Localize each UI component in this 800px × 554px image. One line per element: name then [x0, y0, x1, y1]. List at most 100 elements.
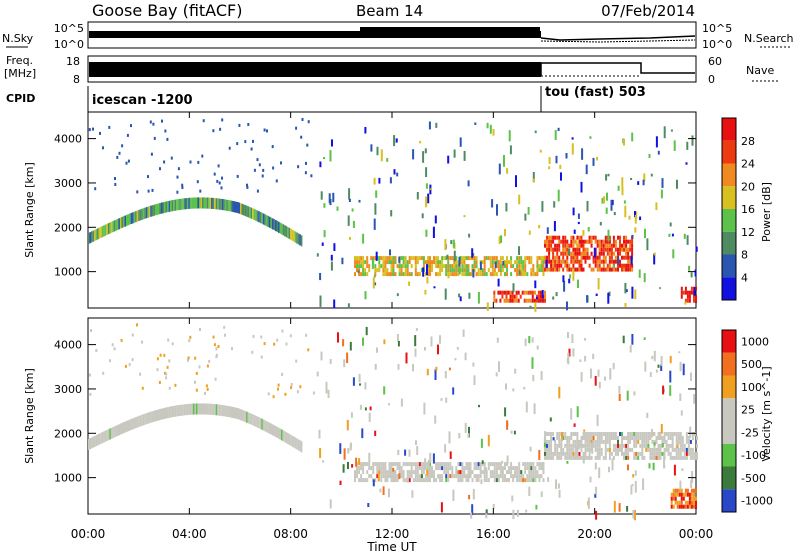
heat-cell [250, 413, 253, 425]
heat-cell [491, 268, 494, 273]
heat-cell [247, 412, 250, 424]
heat-cell [570, 239, 573, 244]
heat-cell [392, 260, 395, 265]
heat-cell [679, 451, 682, 456]
heat-cell [672, 504, 675, 509]
heat-cell [94, 187, 97, 191]
heat-cell [416, 462, 419, 467]
heat-cell [691, 436, 694, 440]
heat-cell [690, 504, 693, 509]
heat-cell [679, 443, 682, 448]
heat-cell [485, 509, 488, 514]
heat-cell [253, 168, 256, 172]
heat-cell [227, 406, 230, 418]
heat-cell [580, 443, 583, 448]
heat-cell [410, 264, 413, 269]
heat-cell [352, 377, 355, 386]
heat-cell [562, 259, 565, 264]
heat-cell [539, 294, 542, 299]
heat-cell [481, 260, 484, 265]
heat-cell [368, 452, 371, 463]
heat-cell [522, 478, 525, 483]
heat-cell [330, 261, 333, 271]
heat-cell [594, 239, 597, 244]
heat-cell [540, 260, 543, 265]
heat-cell [394, 470, 397, 475]
heat-cell [528, 470, 531, 475]
heat-cell [250, 147, 253, 151]
heat-cell [534, 478, 537, 483]
heat-cell [537, 294, 540, 299]
heat-cell [426, 276, 429, 284]
heat-cell [431, 470, 433, 475]
heat-cell [467, 470, 470, 475]
heat-cell [556, 451, 559, 456]
heat-cell [695, 504, 697, 509]
heat-cell [300, 235, 303, 247]
heat-cell [165, 407, 168, 419]
heat-cell [162, 408, 165, 420]
heat-cell [400, 466, 403, 471]
heat-cell [457, 272, 460, 277]
heat-cell [564, 239, 567, 244]
heat-cell [177, 167, 180, 171]
heat-cell [229, 406, 231, 418]
heat-cell [544, 298, 546, 303]
heat-cell [433, 260, 435, 265]
heat-cell [627, 432, 630, 436]
heat-cell [299, 234, 301, 246]
colorbar-tick-label: -100 [741, 449, 766, 462]
heat-cell [546, 235, 548, 240]
heat-cell [483, 478, 486, 483]
heat-cell [572, 432, 575, 436]
heat-cell [431, 264, 433, 269]
heat-cell [356, 470, 358, 475]
heat-cell [112, 427, 114, 439]
heat-cell [358, 256, 361, 261]
heat-cell [472, 362, 475, 367]
heat-cell [189, 160, 192, 164]
heat-cell [608, 243, 611, 248]
heat-cell [659, 451, 662, 456]
heat-cell [630, 255, 633, 265]
heat-cell [408, 449, 411, 457]
heat-cell [688, 492, 691, 497]
heat-cell [685, 432, 688, 436]
heat-cell [574, 247, 577, 252]
heat-cell [596, 443, 599, 448]
heat-cell [459, 462, 462, 467]
heat-cell [681, 468, 684, 471]
heat-cell [554, 263, 557, 268]
heat-cell [89, 392, 92, 396]
heat-cell [584, 355, 587, 362]
heat-cell [412, 470, 415, 475]
heat-cell [475, 264, 478, 269]
heat-cell [182, 198, 184, 210]
heat-cell [144, 413, 146, 425]
heat-cell [665, 439, 668, 444]
heat-cell [372, 479, 375, 487]
heat-cell [171, 200, 174, 212]
heat-cell [390, 268, 393, 273]
heat-cell [427, 474, 429, 479]
heat-cell [612, 264, 615, 268]
heat-cell [610, 259, 613, 264]
heat-cell [613, 212, 616, 216]
heat-cell [444, 371, 447, 379]
heat-cell [602, 267, 605, 272]
heat-cell [164, 201, 166, 213]
heat-cell [643, 439, 646, 444]
colorbar-segment [722, 466, 736, 490]
heat-cell [109, 428, 111, 440]
heat-cell [240, 203, 242, 215]
heat-cell [642, 179, 645, 186]
heat-cell [362, 462, 365, 467]
heat-cell [530, 466, 533, 471]
heat-cell [194, 403, 196, 415]
heat-cell [362, 466, 365, 471]
heat-cell [677, 447, 680, 452]
heat-cell [217, 198, 219, 210]
heat-cell [358, 478, 361, 483]
heat-cell [135, 417, 137, 429]
heat-cell [586, 443, 589, 448]
